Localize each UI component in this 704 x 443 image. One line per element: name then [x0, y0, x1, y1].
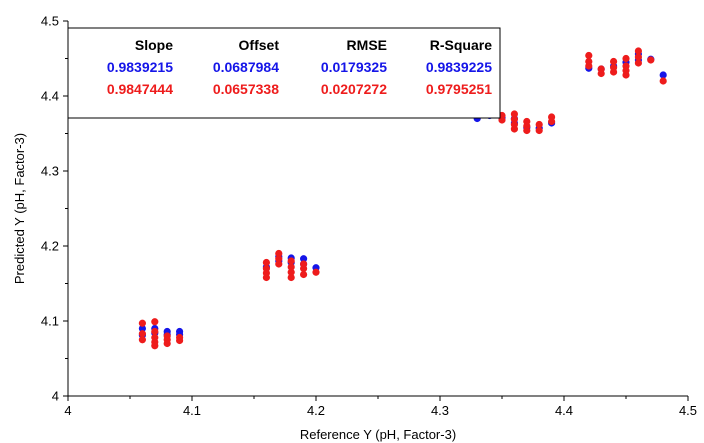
data-point — [634, 59, 643, 67]
data-point — [585, 51, 593, 60]
data-point — [138, 330, 146, 338]
data-point — [312, 268, 320, 276]
data-point — [163, 332, 171, 340]
data-point — [510, 110, 518, 118]
series-1-points — [138, 47, 667, 350]
y-tick-label: 4 — [52, 389, 59, 404]
stats-value: 0.0687984 — [213, 59, 279, 75]
x-tick-label: 4.4 — [555, 403, 573, 418]
data-point — [585, 57, 593, 66]
data-point — [151, 318, 159, 326]
data-point — [634, 53, 643, 61]
y-tick-label: 4.1 — [41, 314, 59, 329]
y-tick-label: 4.3 — [41, 164, 59, 179]
data-point — [262, 264, 270, 273]
data-point — [597, 65, 605, 73]
stats-value: 0.9839215 — [107, 59, 173, 75]
data-point — [138, 319, 146, 327]
data-point — [610, 57, 618, 66]
data-point — [622, 62, 630, 70]
y-tick-label: 4.2 — [41, 239, 59, 254]
stats-header: Slope — [135, 37, 173, 53]
data-point — [287, 263, 295, 271]
data-point — [287, 257, 295, 265]
data-point — [300, 255, 308, 263]
tick-labels: 4 4.1 4.2 4.3 4.4 4.5 4 4.1 4.2 4.3 4.4 4.5 — [41, 14, 697, 419]
y-tick-label: 4.4 — [41, 89, 59, 104]
x-tick-label: 4.3 — [431, 403, 449, 418]
data-point — [287, 268, 295, 276]
data-point — [510, 120, 518, 129]
stats-header: Offset — [239, 37, 280, 53]
data-point — [548, 113, 556, 121]
stats-table: Slope Offset RMSE R-Square 0.9839215 0.068798… — [67, 27, 501, 119]
y-tick-label: 4.5 — [41, 14, 59, 29]
stats-value: 0.9795251 — [426, 81, 492, 97]
data-point — [287, 273, 295, 282]
data-point — [634, 47, 643, 55]
stats-header: RMSE — [347, 37, 387, 53]
data-point — [275, 255, 283, 263]
stats-value: 0.0179325 — [321, 59, 387, 75]
x-axis-title: Reference Y (pH, Factor-3) — [300, 427, 456, 442]
stats-value: 0.0207272 — [321, 81, 387, 97]
x-tick-label: 4 — [64, 403, 71, 418]
data-point — [510, 115, 518, 123]
data-point — [275, 249, 283, 258]
data-point — [610, 63, 618, 72]
data-point — [151, 327, 159, 336]
data-point — [138, 324, 146, 333]
data-point — [275, 260, 283, 268]
stats-header: R-Square — [430, 37, 492, 53]
data-point — [138, 336, 146, 344]
x-tick-label: 4.1 — [183, 403, 201, 418]
x-tick-label: 4.5 — [679, 403, 697, 418]
data-point — [622, 54, 630, 63]
y-axis-title: Predicted Y (pH, Factor-3) — [12, 133, 27, 284]
data-point — [262, 258, 270, 267]
data-point — [176, 333, 184, 342]
data-point — [647, 56, 655, 64]
data-point — [535, 126, 543, 135]
data-points — [138, 47, 667, 350]
data-point — [300, 260, 308, 268]
data-point — [300, 270, 308, 279]
stats-value: 0.9839225 — [426, 59, 492, 75]
data-point — [659, 77, 667, 85]
data-point — [151, 333, 159, 342]
x-tick-label: 4.2 — [307, 403, 325, 418]
stats-value: 0.9847444 — [107, 81, 173, 97]
stats-table-border — [67, 27, 501, 119]
data-point — [535, 120, 543, 129]
stats-value: 0.0657338 — [213, 81, 279, 97]
data-point — [523, 117, 531, 126]
data-point — [659, 71, 667, 79]
stats-table-content: Slope Offset RMSE R-Square 0.9839215 0.068798… — [107, 37, 492, 97]
